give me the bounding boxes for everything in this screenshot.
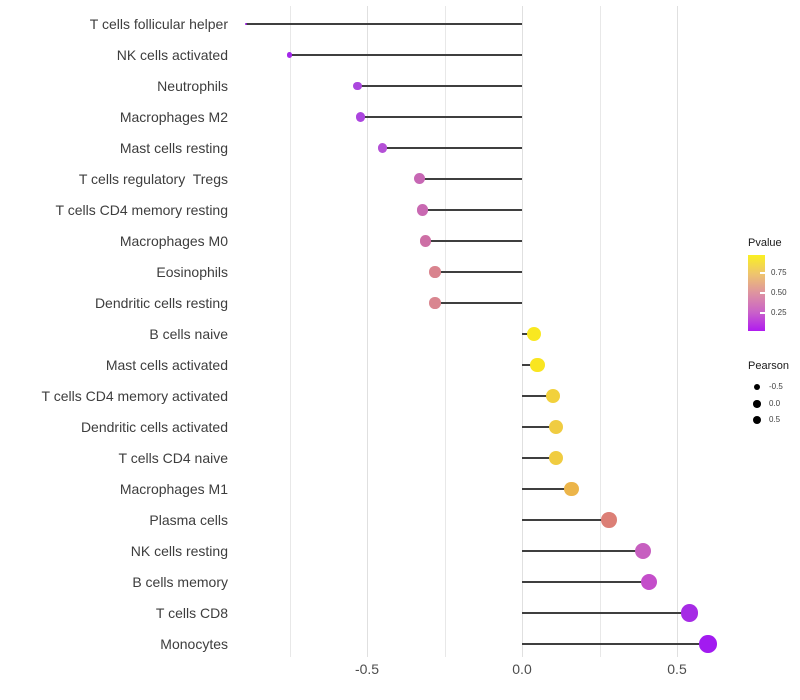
y-axis-label: Monocytes (160, 636, 228, 652)
legend-pvalue-title: Pvalue (748, 237, 782, 249)
y-axis-label: Dendritic cells resting (94, 295, 228, 311)
pearson-legend-label: -0.5 (769, 382, 783, 391)
data-point-dot (699, 635, 717, 653)
y-axis-label: Eosinophils (156, 264, 228, 280)
lollipop-stem (522, 488, 572, 490)
pvalue-bar-notch (760, 312, 765, 314)
data-point-dot (548, 450, 564, 466)
y-axis-label: T cells regulatory Tregs (78, 171, 228, 187)
data-point-dot (530, 357, 545, 373)
y-axis-label: T cells CD4 memory resting (55, 202, 228, 218)
gridline-minor (599, 6, 601, 657)
data-point-dot (417, 204, 429, 216)
data-point-dot (600, 512, 617, 528)
data-point-dot (634, 542, 652, 560)
y-axis-label: Mast cells resting (119, 140, 228, 156)
y-axis-label: T cells CD8 (155, 605, 228, 621)
y-axis-label: Plasma cells (149, 512, 228, 528)
pearson-legend-dot (752, 415, 762, 425)
data-point-dot (414, 173, 426, 185)
lollipop-stem (246, 23, 522, 25)
lollipop-stem (289, 54, 522, 56)
pvalue-tick-label: 0.75 (771, 267, 787, 277)
x-axis-tick-label: -0.5 (354, 661, 380, 677)
data-point-dot (564, 481, 580, 497)
gridline-minor (289, 6, 291, 657)
y-axis-label: Neutrophils (157, 78, 228, 94)
pvalue-bar-notch (760, 272, 765, 274)
lollipop-stem (522, 519, 609, 521)
lollipop-stem (435, 271, 522, 273)
y-axis-label: Macrophages M0 (119, 233, 228, 249)
y-axis-label: B cells memory (132, 574, 228, 590)
data-point-dot (244, 22, 248, 26)
gridline-major (677, 6, 678, 657)
lollipop-stem (360, 116, 522, 118)
y-axis-label: B cells naive (149, 326, 228, 342)
data-point-dot (429, 297, 441, 309)
gridline-major (367, 6, 368, 657)
pvalue-tick-label: 0.25 (771, 308, 787, 318)
pearson-legend-dot (753, 400, 761, 408)
data-point-dot (640, 573, 658, 591)
y-axis-label: Macrophages M2 (119, 109, 228, 125)
data-point-dot (429, 266, 441, 278)
lollipop-stem (522, 395, 553, 397)
pearson-legend-label: 0.5 (769, 415, 781, 424)
lollipop-stem (357, 85, 522, 87)
y-axis-label: NK cells resting (130, 543, 228, 559)
data-point-dot (527, 326, 542, 341)
legend-pearson-title: Pearson (748, 360, 789, 372)
y-axis-label: T cells follicular helper (89, 16, 228, 32)
lollipop-stem (522, 643, 708, 645)
pearson-legend-dot (754, 384, 760, 390)
lollipop-stem (522, 426, 557, 428)
gridline-major (522, 6, 523, 657)
lollipop-stem (522, 581, 650, 583)
lollipop-stem (522, 457, 557, 459)
lollipop-stem (382, 147, 522, 149)
data-point-dot (545, 388, 561, 404)
lollipop-stem (435, 302, 522, 304)
pearson-legend-label: 0.0 (769, 399, 781, 408)
data-point-dot (377, 143, 388, 153)
lollipop-stem (425, 240, 522, 242)
lollipop-stem (419, 178, 522, 180)
data-point-dot (356, 112, 366, 122)
y-axis-label: Dendritic cells activated (80, 419, 228, 435)
lollipop-stem (522, 364, 538, 366)
pvalue-tick-label: 0.50 (771, 288, 787, 297)
data-point-dot (548, 419, 564, 435)
y-axis-label: NK cells activated (116, 47, 228, 63)
data-point-dot (680, 604, 698, 622)
y-axis-label: Macrophages M1 (119, 481, 228, 497)
x-axis-tick-label: 0.5 (667, 661, 687, 677)
data-point-dot (353, 81, 363, 91)
lollipop-stem (422, 209, 522, 211)
lollipop-stem (522, 612, 690, 614)
data-point-dot (420, 235, 432, 247)
pvalue-gradient-bar (748, 255, 765, 331)
data-point-dot (286, 52, 293, 58)
pvalue-bar-notch (760, 292, 765, 294)
y-axis-label: Mast cells activated (105, 357, 228, 373)
y-axis-label: T cells CD4 memory activated (41, 388, 228, 404)
y-axis-label: T cells CD4 naive (118, 450, 228, 466)
gridline-minor (444, 6, 446, 657)
lollipop-stem (522, 550, 643, 552)
x-axis-tick-label: 0.0 (512, 661, 532, 677)
